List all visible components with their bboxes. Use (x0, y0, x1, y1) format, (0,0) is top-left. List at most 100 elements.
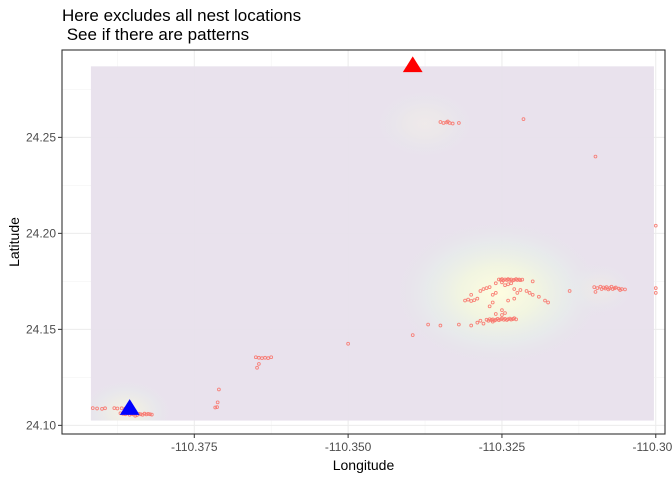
data-point (475, 320, 480, 325)
data-point (500, 313, 504, 317)
data-point (445, 119, 450, 124)
data-point (623, 287, 627, 292)
y-axis-title: Latitude (6, 217, 22, 267)
x-tick-label: -110.375 (171, 440, 218, 454)
data-point (438, 120, 443, 124)
data-point (653, 291, 658, 295)
data-point (490, 292, 495, 297)
data-point (512, 287, 517, 291)
data-point (472, 298, 477, 303)
data-point (593, 154, 598, 159)
chart-title: Here excludes all nest locations See if … (62, 6, 301, 44)
data-point (457, 121, 461, 125)
data-point (481, 321, 486, 326)
chart-title-line-1: Here excludes all nest locations (62, 6, 302, 25)
data-point (527, 291, 532, 295)
y-tick-label: 24.25 (26, 130, 56, 144)
data-point (255, 365, 259, 370)
density-hotspot (90, 377, 176, 421)
y-tick-label: 24.15 (26, 322, 56, 336)
data-point (653, 286, 658, 290)
density-layer (90, 66, 654, 421)
y-axis: 24.10 24.15 24.20 24.25 (26, 130, 62, 432)
data-point (478, 289, 483, 293)
data-point (507, 277, 512, 282)
data-point (266, 356, 270, 361)
data-point (593, 290, 598, 294)
data-point (512, 296, 517, 301)
panel-border (61, 49, 666, 435)
data-point (103, 406, 107, 411)
red-triangle-marker (402, 56, 423, 73)
data-point (487, 304, 492, 309)
data-point (521, 117, 526, 121)
data-point (514, 317, 518, 322)
data-point (515, 291, 520, 295)
x-tick-label: -110.300 (633, 440, 672, 454)
data-point (217, 387, 221, 392)
data-point (215, 405, 219, 409)
data-point (653, 223, 658, 228)
data-point (450, 121, 455, 126)
x-axis-title: Longitude (333, 457, 395, 473)
data-point (457, 322, 461, 327)
data-point (269, 355, 274, 360)
data-point (469, 323, 474, 328)
data-point (567, 289, 572, 293)
data-point (610, 287, 615, 291)
data-point (509, 281, 514, 286)
data-point (509, 317, 514, 322)
data-point (595, 286, 600, 290)
data-point (530, 279, 535, 284)
data-point (503, 311, 507, 315)
data-point (466, 297, 470, 302)
data-point (493, 281, 498, 286)
data-points (90, 117, 658, 418)
data-point (506, 282, 510, 287)
data-point (613, 285, 618, 290)
data-point (518, 288, 523, 292)
data-point (503, 283, 507, 288)
data-point (497, 318, 501, 322)
data-point (475, 296, 480, 301)
x-axis: -110.375 -110.350 -110.325 -110.300 (171, 434, 672, 454)
data-point (119, 406, 124, 411)
data-point (493, 291, 498, 295)
data-point (537, 294, 541, 299)
data-point (518, 278, 523, 283)
density-hotspot (369, 85, 481, 163)
data-point (469, 292, 474, 297)
data-point (500, 280, 504, 285)
data-point (481, 287, 486, 291)
chart-title-line-2: See if there are patterns (62, 25, 250, 44)
data-point (215, 400, 220, 405)
data-point (493, 312, 498, 316)
data-point (500, 308, 504, 313)
data-point (410, 333, 415, 337)
data-point (543, 298, 547, 303)
data-point (149, 412, 154, 417)
data-point (146, 411, 150, 416)
blue-triangle-marker (119, 399, 140, 415)
data-point (138, 412, 143, 417)
data-point (478, 318, 483, 323)
x-tick-label: -110.325 (479, 440, 526, 454)
data-point (520, 277, 525, 282)
data-point (463, 298, 467, 303)
data-point (90, 406, 95, 410)
data-point (426, 322, 430, 327)
data-point (346, 341, 350, 346)
data-point (95, 406, 99, 411)
data-point (524, 289, 529, 293)
x-tick-label: -110.350 (325, 440, 372, 454)
data-point (213, 405, 218, 410)
density-hotspots (90, 85, 638, 421)
data-point (530, 292, 535, 297)
y-tick-label: 24.20 (26, 226, 56, 240)
data-point (604, 285, 609, 289)
data-point (487, 285, 492, 289)
y-tick-label: 24.10 (26, 418, 56, 432)
data-point (438, 323, 443, 328)
data-point (490, 319, 495, 324)
